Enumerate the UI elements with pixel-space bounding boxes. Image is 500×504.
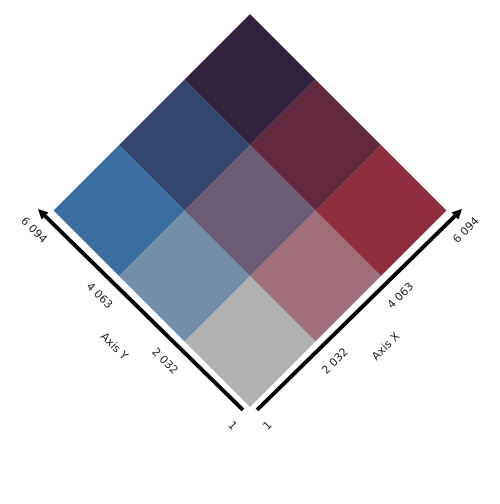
x-axis-tick-label: 6 094 xyxy=(450,214,481,245)
y-axis-tick-label: 1 xyxy=(225,418,239,432)
y-axis-tick-label: 4 063 xyxy=(84,280,115,311)
x-axis-tick-label: 1 xyxy=(260,418,274,432)
x-axis-label: Axis X xyxy=(369,329,402,362)
x-axis-tick-label: 4 063 xyxy=(385,280,416,311)
x-axis-tick-label: 2 032 xyxy=(319,345,350,376)
y-axis-tick-label: 2 032 xyxy=(149,345,180,376)
y-axis-tick-label: 6 094 xyxy=(18,214,49,245)
y-axis-label: Axis Y xyxy=(98,330,131,363)
